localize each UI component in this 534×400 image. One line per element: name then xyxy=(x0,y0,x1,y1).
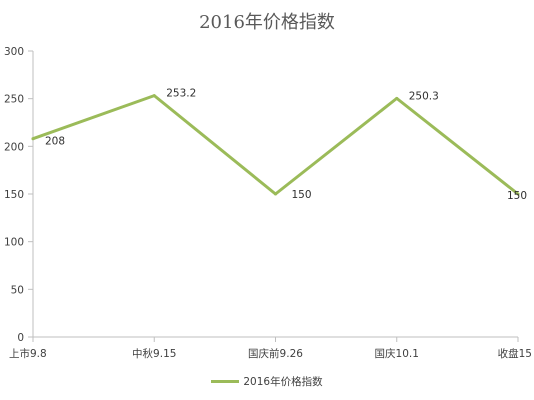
x-tick-label: 国庆10.1 xyxy=(375,347,419,360)
chart-title: 2016年价格指数 xyxy=(199,12,335,33)
data-label: 208 xyxy=(45,136,65,148)
y-tick-label: 300 xyxy=(4,46,24,58)
y-tick-label: 250 xyxy=(4,94,24,106)
series-layer xyxy=(31,94,520,196)
data-label: 150 xyxy=(507,190,527,202)
x-tick-label: 中秋9.15 xyxy=(132,347,176,360)
x-tick-label: 收盘15 xyxy=(498,347,532,360)
data-point xyxy=(395,96,399,100)
data-point xyxy=(516,192,520,196)
data-point xyxy=(274,192,277,196)
series-line xyxy=(31,94,520,196)
data-label: 250.3 xyxy=(409,90,439,102)
legend-label: 2016年价格指数 xyxy=(243,376,323,388)
data-label: 253.2 xyxy=(166,88,196,100)
data-label-layer: 208 253.2 150 250.3 150 xyxy=(45,88,527,202)
x-axis: 上市9.8 中秋9.15 国庆前9.26 国庆10.1 收盘15 xyxy=(9,336,532,360)
y-tick-label: 100 xyxy=(4,237,24,249)
x-tick-label: 国庆前9.26 xyxy=(248,347,303,360)
data-point xyxy=(152,94,156,98)
legend-swatch xyxy=(211,380,240,383)
legend: 2016年价格指数 xyxy=(0,374,534,389)
y-tick-label: 50 xyxy=(11,284,24,296)
y-tick-label: 0 xyxy=(17,332,24,344)
y-axis: 0 50 100 150 200 250 300 xyxy=(4,46,34,344)
y-tick-label: 150 xyxy=(4,189,24,201)
y-tick-label: 200 xyxy=(4,141,24,153)
data-label: 150 xyxy=(292,189,312,201)
data-point xyxy=(31,137,35,141)
x-tick-label: 上市9.8 xyxy=(9,347,47,360)
